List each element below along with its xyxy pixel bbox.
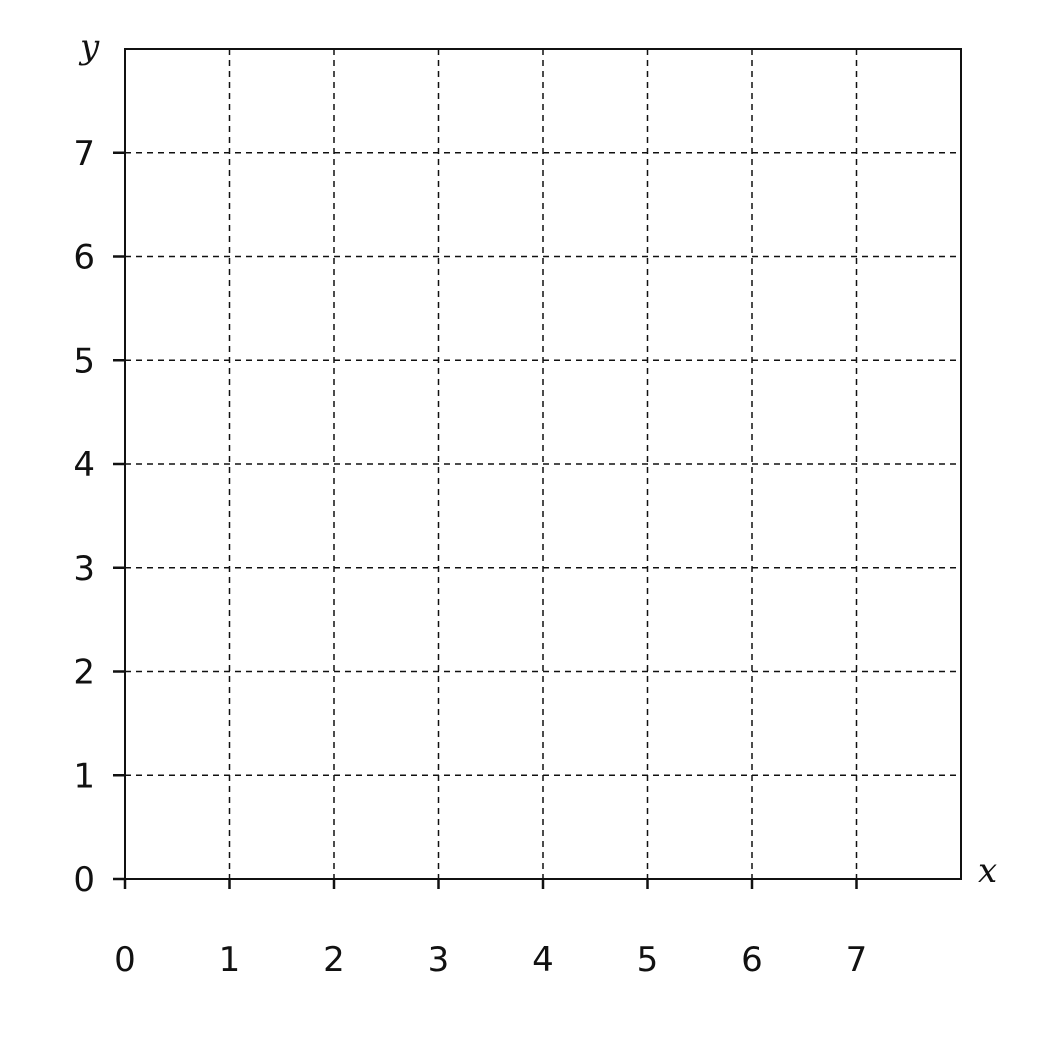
axis-ticks <box>113 151 858 889</box>
y-tick-label: 4 <box>73 445 95 485</box>
x-tick-label: 4 <box>532 940 554 980</box>
x-tick-label: 1 <box>219 940 241 980</box>
y-tick-label: 1 <box>73 756 95 796</box>
x-tick-label: 7 <box>846 940 868 980</box>
y-tick-label: 0 <box>73 860 95 900</box>
grid-lines <box>125 49 961 879</box>
x-tick-label: 0 <box>114 940 136 980</box>
y-axis-label: y <box>78 27 100 67</box>
x-tick-label: 6 <box>741 940 763 980</box>
x-tick-label: 3 <box>428 940 450 980</box>
x-tick-label: 5 <box>637 940 659 980</box>
y-tick-label: 6 <box>73 238 95 278</box>
y-tick-label: 7 <box>73 134 95 174</box>
tick-labels: 0 1 2 3 4 5 6 7 0 1 2 3 4 5 6 7 <box>73 134 867 980</box>
x-tick-label: 2 <box>323 940 345 980</box>
y-tick-label: 3 <box>73 549 95 589</box>
y-tick-label: 2 <box>73 653 95 693</box>
y-tick-label: 5 <box>73 341 95 381</box>
x-axis-label: x <box>978 851 997 891</box>
